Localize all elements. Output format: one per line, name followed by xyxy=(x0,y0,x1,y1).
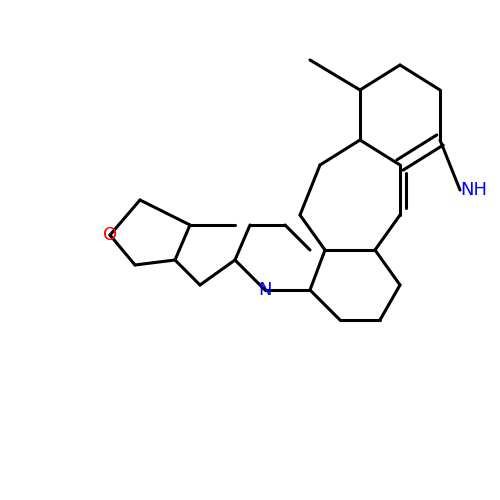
Text: O: O xyxy=(103,226,117,244)
Text: N: N xyxy=(258,281,272,299)
Text: NH: NH xyxy=(460,181,487,199)
